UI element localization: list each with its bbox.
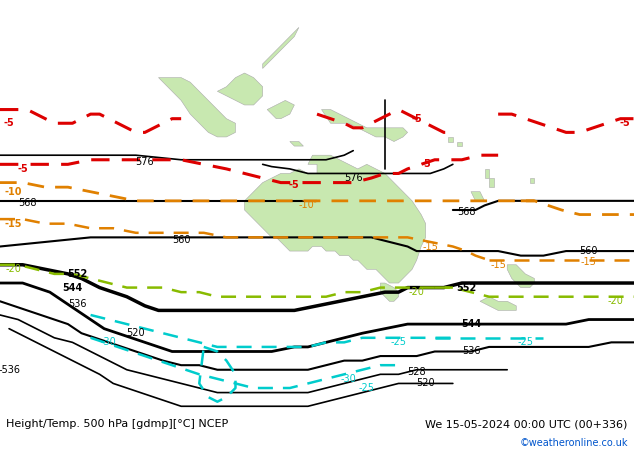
Text: -20: -20 xyxy=(6,264,22,274)
Text: Height/Temp. 500 hPa [gdmp][°C] NCEP: Height/Temp. 500 hPa [gdmp][°C] NCEP xyxy=(6,419,229,429)
Text: -30: -30 xyxy=(101,337,117,348)
Text: -15: -15 xyxy=(581,257,597,268)
Text: -15: -15 xyxy=(490,260,506,270)
Text: 520: 520 xyxy=(417,379,435,388)
Text: -5: -5 xyxy=(420,159,431,169)
Text: -25: -25 xyxy=(391,337,406,348)
Text: -5: -5 xyxy=(17,164,28,174)
Polygon shape xyxy=(489,178,494,187)
Polygon shape xyxy=(245,155,425,283)
Polygon shape xyxy=(158,78,235,137)
Polygon shape xyxy=(267,101,294,119)
Text: 576: 576 xyxy=(136,157,154,167)
Text: -15: -15 xyxy=(422,242,438,251)
Polygon shape xyxy=(448,137,453,141)
Text: 560: 560 xyxy=(579,246,598,256)
Polygon shape xyxy=(507,265,534,288)
Polygon shape xyxy=(290,141,304,146)
Text: -536: -536 xyxy=(0,365,20,375)
Polygon shape xyxy=(530,178,534,183)
Text: -25: -25 xyxy=(517,337,533,348)
Polygon shape xyxy=(471,192,484,201)
Text: 568: 568 xyxy=(18,198,36,208)
Text: 552: 552 xyxy=(456,282,477,293)
Polygon shape xyxy=(484,169,489,178)
Polygon shape xyxy=(380,283,399,301)
Text: -5: -5 xyxy=(289,180,300,190)
Text: -10: -10 xyxy=(5,187,22,197)
Text: 528: 528 xyxy=(407,367,426,377)
Text: -20: -20 xyxy=(409,287,425,297)
Text: 560: 560 xyxy=(172,235,190,245)
Text: -25: -25 xyxy=(359,383,375,393)
Text: ©weatheronline.co.uk: ©weatheronline.co.uk xyxy=(519,438,628,448)
Text: -30: -30 xyxy=(341,374,356,384)
Text: -5: -5 xyxy=(619,118,630,128)
Text: 568: 568 xyxy=(457,207,476,217)
Text: 552: 552 xyxy=(67,269,87,279)
Text: -15: -15 xyxy=(5,219,22,229)
Polygon shape xyxy=(262,27,299,68)
Text: -5: -5 xyxy=(4,118,15,128)
Polygon shape xyxy=(480,297,516,310)
Text: We 15-05-2024 00:00 UTC (00+336): We 15-05-2024 00:00 UTC (00+336) xyxy=(425,419,628,429)
Text: 576: 576 xyxy=(344,173,363,183)
Polygon shape xyxy=(321,110,408,141)
Text: -20: -20 xyxy=(608,296,624,306)
Polygon shape xyxy=(457,141,462,146)
Polygon shape xyxy=(217,73,262,105)
Text: 520: 520 xyxy=(127,328,145,338)
Text: -5: -5 xyxy=(411,114,422,123)
Text: 544: 544 xyxy=(62,282,82,293)
Text: -10': -10' xyxy=(299,200,317,211)
Text: 536: 536 xyxy=(68,299,86,308)
Text: 536: 536 xyxy=(462,347,480,357)
Text: 544: 544 xyxy=(461,319,481,329)
